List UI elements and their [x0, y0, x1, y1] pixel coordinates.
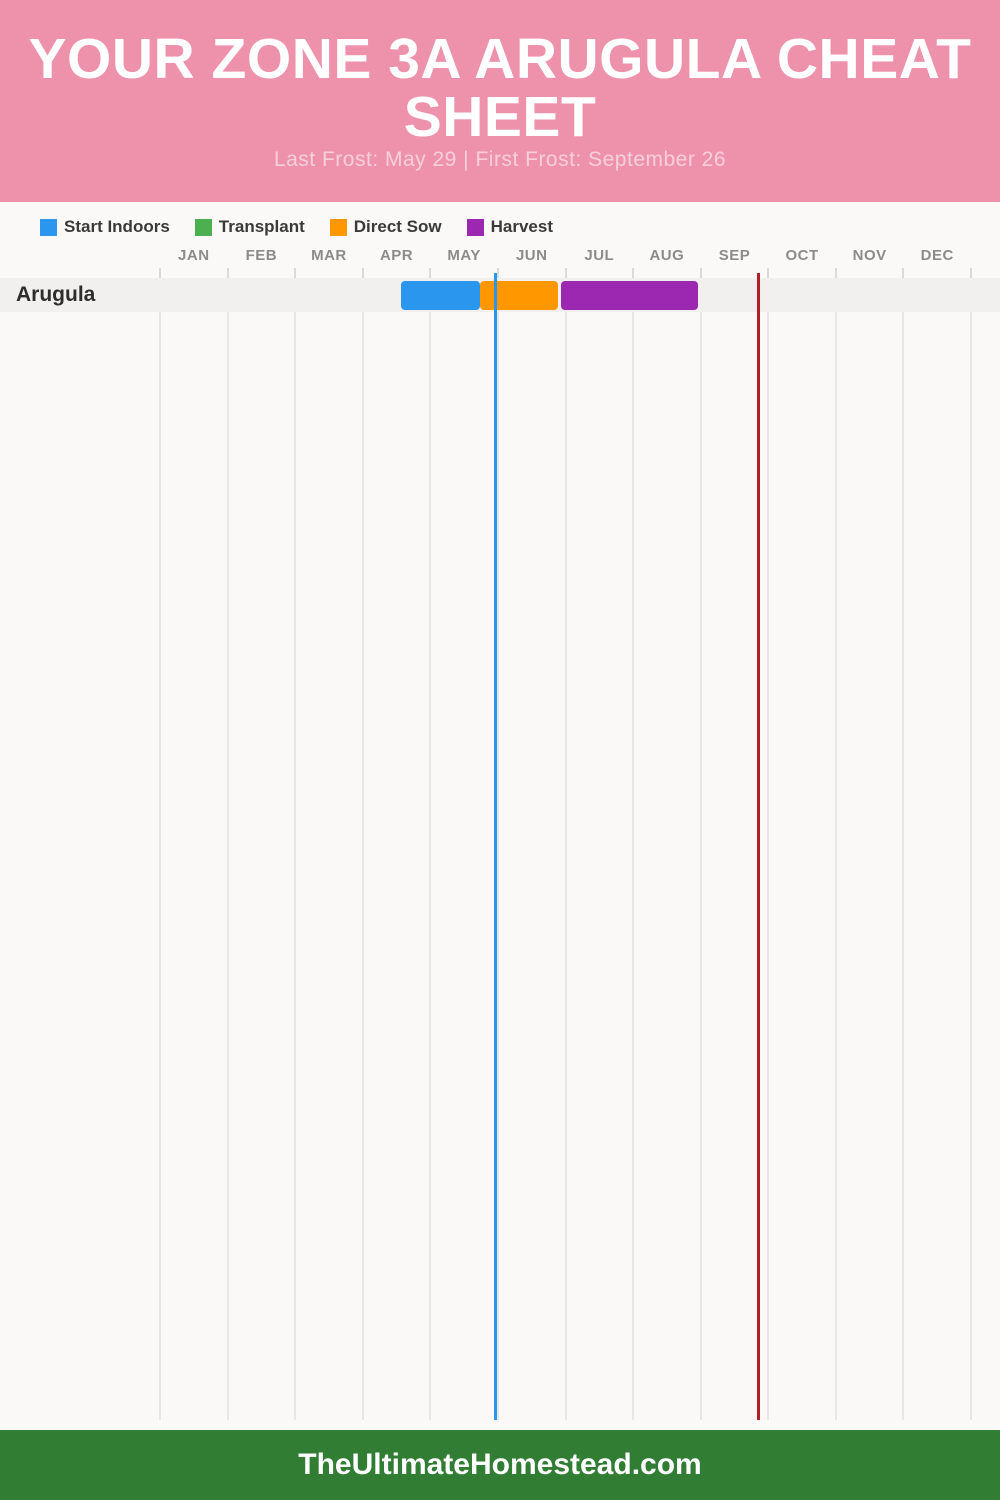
month-label-jan: JAN — [178, 247, 210, 264]
legend-item-start-indoors: Start Indoors — [40, 217, 170, 237]
month-label-oct: OCT — [785, 247, 819, 264]
legend-item-harvest: Harvest — [466, 217, 553, 237]
month-label-nov: NOV — [852, 247, 887, 264]
month-tick — [226, 268, 229, 278]
month-gridline — [159, 312, 161, 1420]
direct-sow-swatch-icon — [329, 218, 347, 236]
first-frost-line — [757, 273, 761, 1420]
month-label-may: MAY — [447, 247, 481, 264]
month-tick — [496, 268, 499, 278]
month-label-feb: FEB — [245, 247, 278, 264]
month-tick — [361, 268, 364, 278]
month-tick — [902, 268, 905, 278]
bar-start-indoors — [400, 281, 481, 310]
month-gridline — [767, 312, 770, 1420]
month-gridline — [970, 312, 972, 1420]
harvest-swatch-icon — [466, 218, 484, 236]
legend-item-direct-sow: Direct Sow — [329, 217, 442, 237]
month-tick — [834, 268, 837, 278]
month-gridline — [564, 312, 567, 1420]
start-indoors-swatch-icon — [40, 218, 57, 236]
transplant-swatch-icon — [194, 218, 212, 236]
legend-label-direct-sow: Direct Sow — [353, 217, 442, 236]
month-gridline — [834, 312, 837, 1420]
month-tick — [632, 268, 635, 278]
footer-site-name: TheUltimateHomestead.com — [298, 1448, 702, 1481]
month-gridline — [429, 312, 432, 1420]
legend-item-transplant: Transplant — [194, 217, 305, 237]
month-gridline — [294, 312, 297, 1420]
legend: Start Indoors Transplant Direct Sow Harvest — [40, 217, 553, 237]
legend-label-transplant: Transplant — [218, 217, 305, 236]
bar-direct-sow — [480, 281, 559, 310]
month-label-dec: DEC — [920, 247, 954, 264]
page-title: YOUR ZONE 3A ARUGULA CHEAT SHEET — [28, 27, 972, 149]
month-label-apr: APR — [379, 247, 414, 264]
crop-row-label: Arugula — [16, 283, 96, 306]
bar-harvest — [560, 281, 698, 310]
month-tick — [970, 268, 972, 278]
month-label-mar: MAR — [311, 247, 347, 264]
month-label-aug: AUG — [649, 247, 685, 264]
legend-label-start-indoors: Start Indoors — [64, 217, 170, 236]
month-gridline — [361, 312, 364, 1420]
month-gridline — [226, 312, 229, 1420]
month-label-jun: JUN — [515, 247, 548, 264]
month-gridline — [632, 312, 635, 1420]
month-tick — [564, 268, 567, 278]
last-frost-line — [494, 273, 498, 1420]
month-gridline — [496, 312, 499, 1420]
legend-label-harvest: Harvest — [490, 217, 553, 236]
month-tick — [294, 268, 297, 278]
footer-banner: TheUltimateHomestead.com — [0, 1430, 1000, 1500]
month-tick — [699, 268, 702, 278]
month-label-sep: SEP — [718, 247, 751, 264]
planting-calendar-chart: Start Indoors Transplant Direct Sow Harvest… — [0, 202, 1000, 1430]
month-tick — [767, 268, 770, 278]
header-banner: YOUR ZONE 3A ARUGULA CHEAT SHEET Last Fr… — [0, 0, 1000, 202]
month-gridline — [902, 312, 905, 1420]
month-gridline — [699, 312, 702, 1420]
month-tick — [159, 268, 161, 278]
frost-dates-subtitle: Last Frost: May 29 | First Frost: Septem… — [273, 148, 727, 171]
month-tick — [429, 268, 432, 278]
month-label-jul: JUL — [584, 247, 615, 264]
